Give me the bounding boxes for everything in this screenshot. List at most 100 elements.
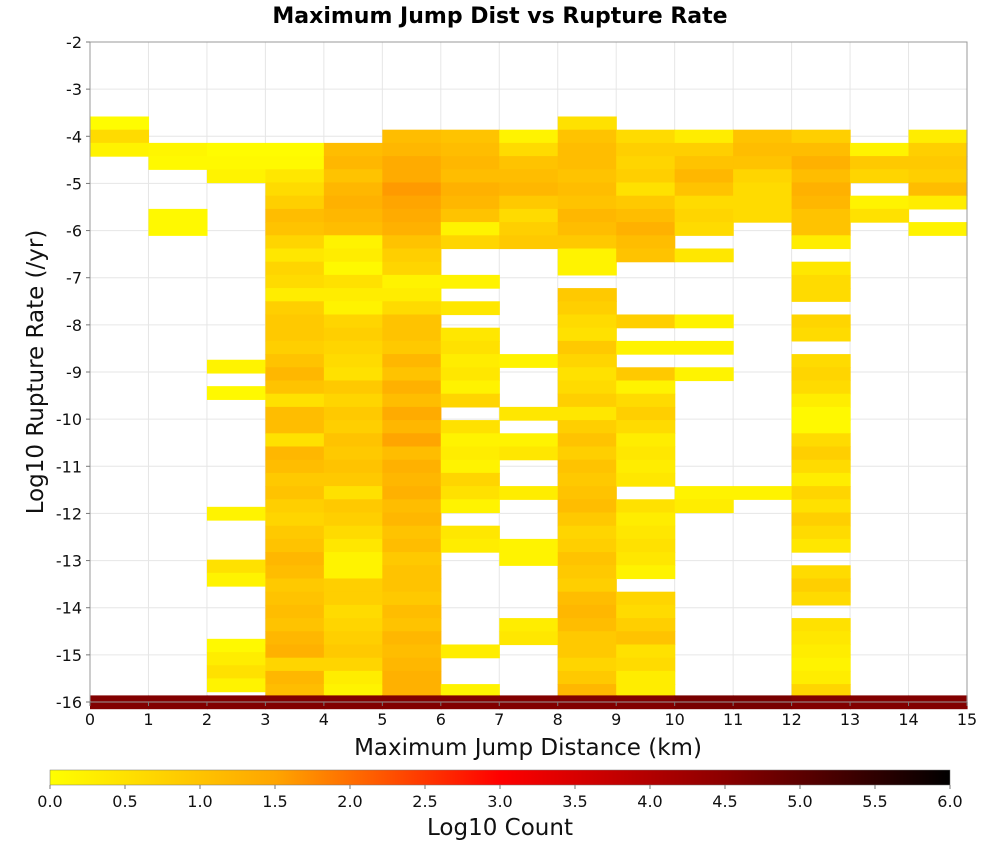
heatmap-cell — [733, 195, 793, 210]
heatmap-cell — [265, 486, 325, 500]
heatmap-cell — [323, 552, 383, 566]
heatmap-cell — [791, 525, 851, 540]
heatmap-cell — [440, 446, 500, 461]
x-tick-label: 0 — [85, 710, 95, 729]
heatmap-cell — [616, 182, 676, 197]
heatmap-cell — [323, 393, 383, 408]
heatmap-cell — [791, 446, 851, 461]
y-tick-label: -4 — [66, 127, 82, 146]
heatmap-cell — [440, 142, 500, 157]
heatmap-cell — [323, 301, 383, 316]
heatmap-cell — [733, 142, 793, 157]
heatmap-cell — [674, 499, 734, 514]
heatmap-cell — [557, 314, 617, 329]
heatmap-cell — [791, 420, 851, 434]
heatmap-cell — [616, 393, 676, 408]
colorbar-tick-label: 5.5 — [862, 792, 887, 811]
heatmap-cell — [499, 631, 559, 646]
x-tick-label: 12 — [781, 710, 801, 729]
heatmap-cell — [616, 512, 676, 527]
colorbar-tick-label: 1.5 — [262, 792, 287, 811]
heatmap-cell — [674, 486, 734, 500]
heatmap-cell — [616, 657, 676, 672]
heatmap-cell — [908, 222, 968, 236]
heatmap-cell — [557, 644, 617, 659]
heatmap-cell — [616, 314, 676, 329]
heatmap-cell — [90, 129, 150, 144]
heatmap-cell — [323, 156, 383, 170]
heatmap-cell — [674, 142, 734, 157]
heatmap-cell — [499, 156, 559, 170]
heatmap-cell — [382, 288, 442, 302]
x-tick-label: 15 — [957, 710, 977, 729]
heatmap-cell — [791, 222, 851, 236]
heatmap-cell — [791, 195, 851, 210]
heatmap-cell — [265, 182, 325, 197]
heatmap-cell — [148, 142, 208, 157]
heatmap-cell — [382, 631, 442, 646]
heatmap-cell — [265, 459, 325, 474]
heatmap-cell — [90, 116, 150, 131]
heatmap-cell — [557, 354, 617, 368]
heatmap-cell — [382, 420, 442, 434]
heatmap-cell — [323, 195, 383, 210]
heatmap-cell — [557, 499, 617, 514]
heatmap-cell — [557, 195, 617, 210]
heatmap-cell — [674, 208, 734, 223]
heatmap-cell — [557, 301, 617, 316]
heatmap-cell — [557, 538, 617, 553]
x-tick-label: 7 — [494, 710, 504, 729]
heatmap-cell — [791, 472, 851, 487]
heatmap-cell — [206, 169, 266, 184]
heatmap-cell — [382, 446, 442, 461]
heatmap-cell — [382, 354, 442, 368]
heatmap-cell — [791, 129, 851, 144]
heatmap-cell — [616, 565, 676, 580]
heatmap-cell — [674, 156, 734, 170]
heatmap-cell — [440, 340, 500, 355]
heatmap-cell — [674, 195, 734, 210]
heatmap-cell — [265, 433, 325, 448]
x-tick-label: 9 — [611, 710, 621, 729]
y-tick-label: -16 — [56, 693, 82, 712]
heatmap-cell — [323, 142, 383, 157]
heatmap-cell — [557, 446, 617, 461]
x-tick-label: 8 — [553, 710, 563, 729]
heatmap-cell — [265, 406, 325, 421]
heatmap-cell — [382, 591, 442, 606]
heatmap-cell — [791, 538, 851, 553]
heatmap-cell — [265, 538, 325, 553]
heatmap-cell — [557, 631, 617, 646]
colorbar-tick-label: 2.5 — [412, 792, 437, 811]
heatmap-cell — [557, 261, 617, 276]
heatmap-cell — [206, 665, 266, 680]
heatmap-cell — [323, 261, 383, 276]
heatmap-cell — [791, 327, 851, 342]
heatmap-cell — [557, 525, 617, 540]
heatmap-cell — [382, 525, 442, 540]
heatmap-cell — [557, 472, 617, 487]
y-tick-label: -9 — [66, 363, 82, 382]
heatmap-cell — [557, 565, 617, 580]
heatmap-cell — [440, 684, 500, 698]
heatmap-cell — [557, 459, 617, 474]
heatmap-cell — [791, 169, 851, 184]
heatmap-cell — [265, 327, 325, 342]
heatmap-cell — [557, 340, 617, 355]
heatmap-cell — [557, 288, 617, 302]
colorbar-tick-label: 0.5 — [112, 792, 137, 811]
heatmap-cell — [616, 235, 676, 250]
heatmap-cell — [440, 393, 500, 408]
heatmap-cell — [323, 354, 383, 368]
y-tick-label: -7 — [66, 269, 82, 288]
heatmap-cell — [733, 156, 793, 170]
heatmap-cell — [265, 367, 325, 382]
heatmap-cell — [382, 182, 442, 197]
heatmap-cell — [382, 552, 442, 566]
heatmap-cell — [265, 274, 325, 289]
heatmap-cell — [557, 512, 617, 527]
heatmap-cell — [791, 182, 851, 197]
heatmap-cell — [265, 512, 325, 527]
heatmap-cell — [616, 644, 676, 659]
